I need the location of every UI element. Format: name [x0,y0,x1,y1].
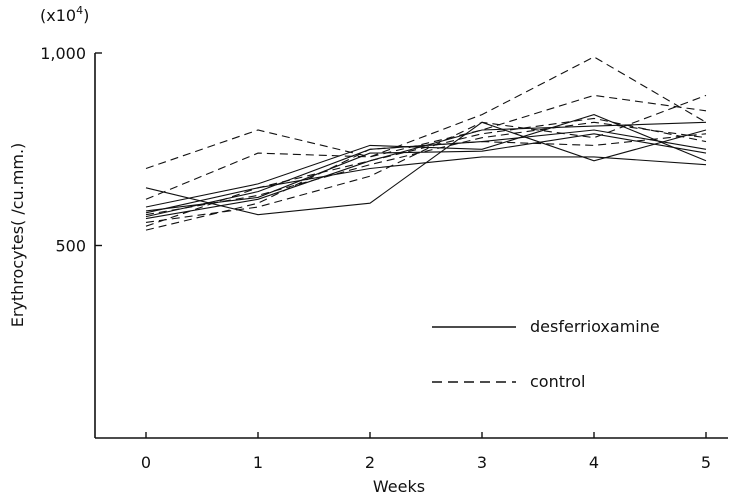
y-ticks: 500 1,000 [40,44,102,256]
y-multiplier-base: (x10 [40,6,76,25]
control-series-line [145,94,707,223]
y-tick-label: 500 [55,237,86,256]
y-multiplier-exponent: 4 [76,4,83,17]
y-axis-title: Erythrocytes( /cu.mm.) [8,143,27,328]
desferrioxamine-series-line [145,129,707,218]
y-multiplier-label: (x104) [40,4,89,25]
x-axis-title: Weeks [373,477,425,496]
y-tick-label: 1,000 [40,44,86,63]
control-series-line [145,117,707,227]
legend-label-control: control [530,372,585,391]
control-series-line [145,133,707,231]
control-series-line [145,94,707,200]
x-tick-label: 5 [701,453,711,472]
x-ticks: 0 1 2 3 4 5 [141,432,711,472]
legend: desferrioxamine control [432,317,660,391]
control-series-line [145,56,707,170]
desferrioxamine-series-line [145,133,707,212]
y-multiplier-close: ) [83,6,89,25]
series-lines [145,56,707,231]
legend-label-desferrioxamine: desferrioxamine [530,317,660,336]
x-tick-label: 0 [141,453,151,472]
x-tick-label: 4 [589,453,599,472]
x-tick-label: 3 [477,453,487,472]
x-tick-label: 2 [365,453,375,472]
desferrioxamine-series-line [145,156,707,214]
x-tick-label: 1 [253,453,263,472]
desferrioxamine-series-line [145,121,707,220]
control-series-line [145,121,707,216]
desferrioxamine-series-line [145,114,707,208]
